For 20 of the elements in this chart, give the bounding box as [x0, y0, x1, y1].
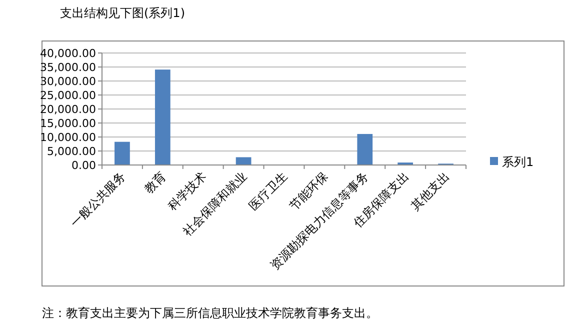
x-tick-label: 一般公共服务 [68, 169, 128, 230]
bar [154, 70, 170, 164]
y-tick-label: 5,000.00 [47, 145, 96, 158]
x-tick-label: 医疗卫生 [246, 169, 290, 214]
y-tick-label: 30,000.00 [40, 75, 96, 88]
legend-label: 系列1 [502, 155, 534, 169]
x-tick-label: 教育 [142, 169, 169, 196]
y-tick-label: 25,000.00 [40, 89, 96, 102]
bar [114, 142, 130, 164]
y-tick-label: 0.00 [72, 159, 96, 172]
y-tick-label: 15,000.00 [40, 117, 96, 130]
chart-title: 支出结构见下图(系列1) [60, 6, 185, 20]
y-tick-label: 10,000.00 [40, 131, 96, 144]
y-tick-label: 40,000.00 [40, 47, 96, 60]
text: 注：教育支出主要为下属三所信息职业技术学院教育事务支出。 [42, 306, 378, 320]
y-tick-label: 20,000.00 [40, 103, 96, 116]
bar [357, 134, 373, 164]
x-tick-label: 其他支出 [408, 169, 452, 214]
bar [236, 157, 252, 164]
y-tick-label: 35,000.00 [40, 61, 96, 74]
